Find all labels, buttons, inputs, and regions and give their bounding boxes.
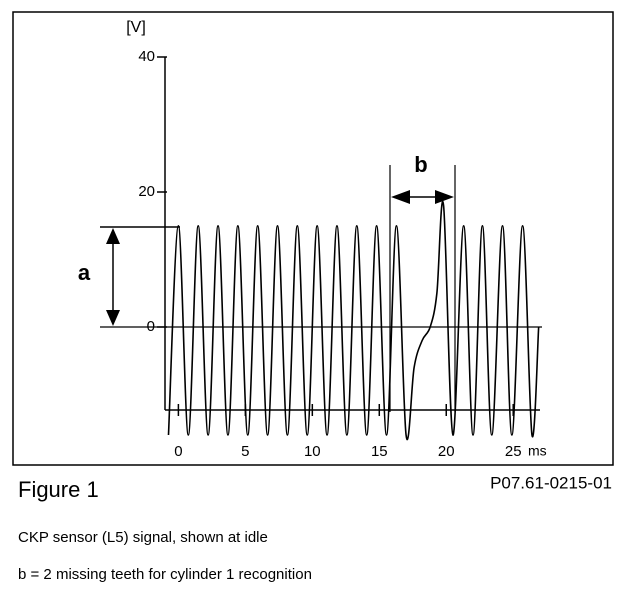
x-tick-label: 5 [241, 443, 249, 460]
figure-code: P07.61-0215-01 [490, 473, 612, 492]
caption-line: b = 2 missing teeth for cylinder 1 recog… [18, 566, 312, 583]
annotation: a [78, 260, 91, 285]
x-tick-label: 20 [438, 443, 455, 460]
caption-line: CKP sensor (L5) signal, shown at idle [18, 529, 268, 546]
x-tick-label: 0 [174, 443, 182, 460]
frame [12, 11, 614, 466]
x-tick-label: 10 [304, 443, 321, 460]
y-tick-label: 40 [138, 48, 155, 65]
annotation: b [414, 152, 427, 177]
y-tick-label: 20 [138, 183, 155, 200]
x-tick-label: 25 [505, 443, 522, 460]
signal-line [167, 201, 540, 440]
y-tick-label: 0 [147, 318, 155, 335]
figure-label: Figure 1 [18, 477, 99, 502]
x-unit: ms [528, 443, 547, 459]
arrow-heads [391, 190, 454, 204]
x-tick-label: 15 [371, 443, 388, 460]
y-unit: [V] [126, 19, 146, 36]
